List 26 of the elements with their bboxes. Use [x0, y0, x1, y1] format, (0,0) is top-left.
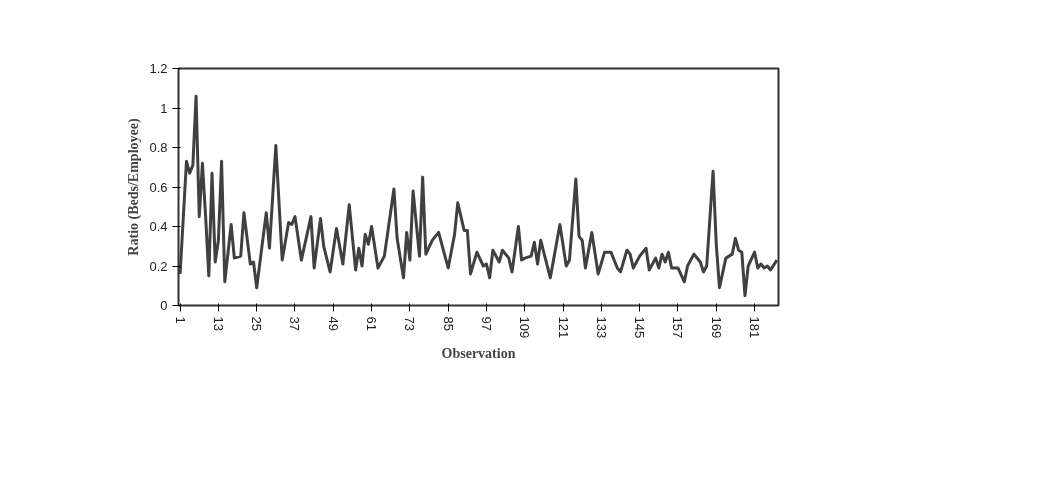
x-tick-label: 85 — [440, 316, 456, 331]
x-tick-label: 133 — [593, 316, 609, 339]
y-tick-label: 0.4 — [149, 219, 168, 234]
y-tick-label: 0.2 — [149, 258, 168, 274]
y-tick-label: 0.6 — [149, 179, 168, 195]
x-tick-label: 37 — [287, 316, 303, 331]
line-series — [178, 94, 779, 298]
x-tick-label: 73 — [402, 316, 418, 331]
x-tick-label: 145 — [632, 316, 648, 339]
x-tick-label: 13 — [210, 316, 226, 331]
y-axis-title: Ratio (Beds/Employee) — [126, 118, 143, 256]
y-tick-label: 0 — [160, 298, 168, 313]
x-tick-label: 25 — [249, 316, 265, 331]
x-tick-label: 49 — [325, 316, 341, 331]
y-tick-label: 1 — [160, 100, 168, 116]
y-tick-label: 0.8 — [149, 140, 168, 155]
x-tick-label: 157 — [670, 316, 686, 339]
x-axis-title: Observation — [441, 346, 516, 362]
x-tick-label: 97 — [478, 316, 494, 331]
x-tick-label: 169 — [708, 316, 724, 339]
x-tick-label: 1 — [172, 316, 188, 324]
x-tick-label: 61 — [364, 316, 380, 331]
y-tick-label: 1.2 — [149, 61, 168, 76]
x-tick-label: 109 — [517, 316, 533, 339]
x-tick-label: 181 — [747, 316, 763, 339]
x-tick-label: 121 — [555, 316, 571, 339]
